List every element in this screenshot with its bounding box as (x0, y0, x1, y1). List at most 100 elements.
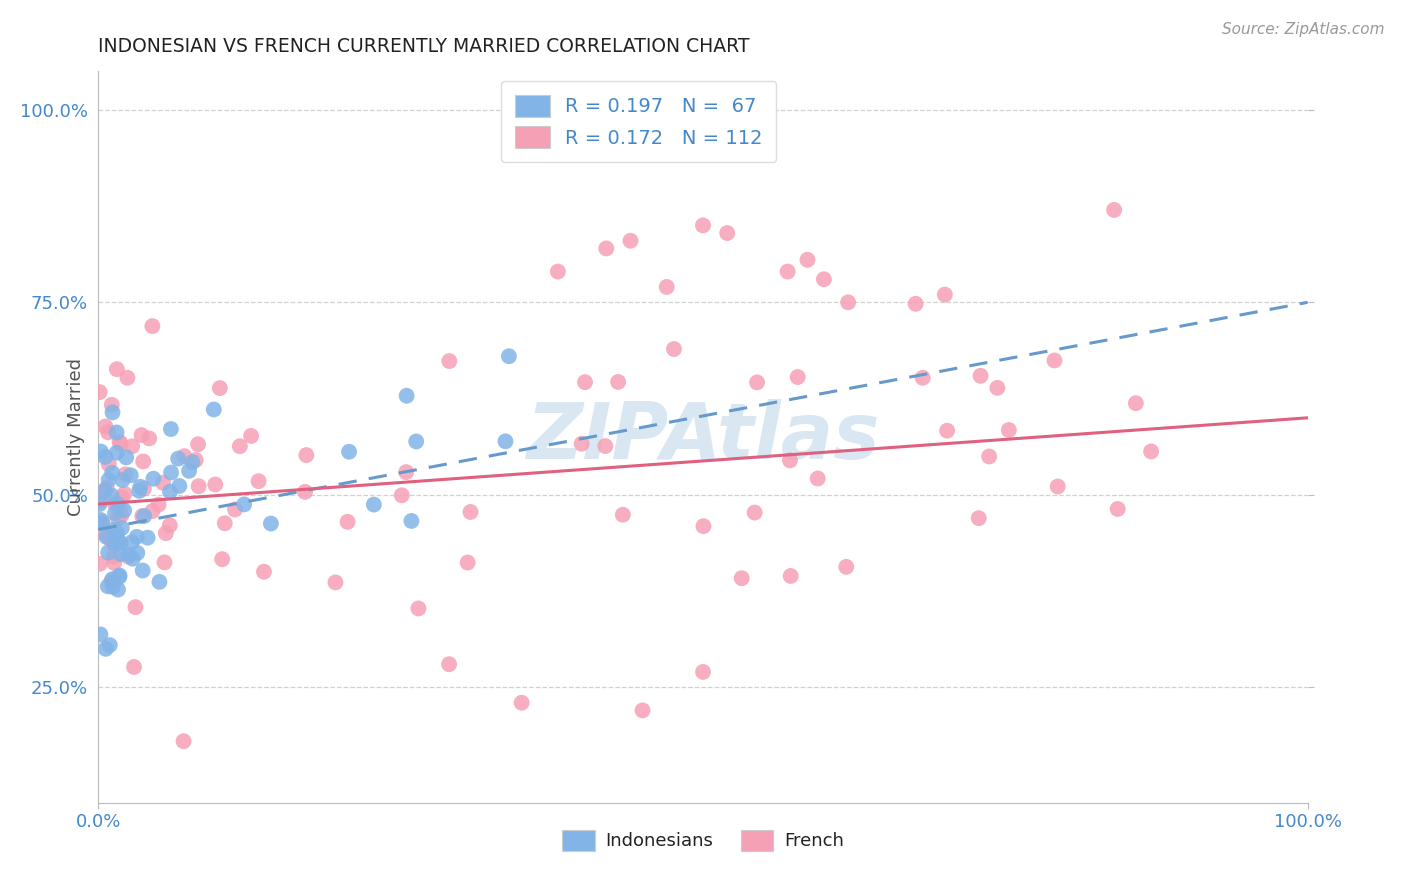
Point (202, 402, 225, 417)
Point (111, 473, 134, 487)
Point (716, 226, 738, 240)
Point (211, 552, 233, 566)
Point (363, 498, 385, 512)
Point (108, 501, 131, 516)
Point (128, 483, 150, 498)
Point (779, 569, 801, 583)
Point (460, 505, 482, 519)
Point (120, 468, 142, 483)
Y-axis label: Currently Married: Currently Married (66, 358, 84, 516)
Point (692, 219, 714, 233)
Point (96, 530, 118, 544)
Point (177, 464, 200, 478)
Point (141, 504, 163, 518)
Point (1046, 479, 1069, 493)
Point (117, 371, 139, 385)
Point (108, 434, 131, 449)
Point (103, 574, 125, 588)
Point (571, 436, 593, 450)
Point (105, 446, 128, 460)
Point (408, 601, 430, 615)
Point (110, 536, 132, 550)
Point (692, 665, 714, 679)
Point (173, 734, 195, 748)
Point (94, 419, 117, 434)
Point (136, 531, 159, 545)
Point (101, 398, 124, 412)
Point (134, 508, 156, 523)
Point (986, 381, 1008, 395)
Point (574, 375, 596, 389)
Point (160, 466, 183, 480)
Point (111, 521, 134, 535)
Point (187, 479, 209, 493)
Point (98, 638, 121, 652)
Point (153, 555, 176, 569)
Point (779, 453, 801, 467)
Point (142, 472, 165, 486)
Point (240, 429, 263, 443)
Text: Source: ZipAtlas.com: Source: ZipAtlas.com (1222, 22, 1385, 37)
Point (89, 497, 111, 511)
Point (208, 381, 231, 395)
Point (160, 422, 183, 436)
Point (96, 481, 118, 495)
Point (110, 547, 132, 561)
Point (110, 508, 132, 523)
Point (90, 444, 112, 458)
Point (89, 494, 111, 508)
Point (692, 519, 714, 533)
Point (108, 568, 131, 582)
Point (229, 439, 252, 453)
Point (744, 506, 766, 520)
Point (104, 536, 127, 550)
Point (90, 513, 112, 527)
Point (91, 515, 114, 529)
Point (138, 432, 160, 446)
Point (619, 234, 641, 248)
Point (260, 516, 283, 531)
Point (233, 497, 256, 511)
Point (159, 518, 181, 533)
Point (104, 523, 127, 537)
Point (934, 287, 956, 301)
Point (336, 515, 359, 529)
Point (107, 582, 129, 597)
Point (936, 424, 959, 438)
Point (94, 450, 117, 464)
Point (105, 362, 128, 376)
Point (108, 570, 131, 584)
Point (91, 516, 114, 531)
Point (595, 242, 617, 256)
Point (115, 450, 138, 465)
Point (495, 434, 517, 449)
Point (117, 549, 139, 564)
Point (607, 375, 630, 389)
Point (93, 483, 115, 498)
Point (101, 572, 124, 586)
Point (100, 488, 122, 502)
Point (127, 546, 149, 560)
Point (93, 526, 115, 541)
Point (745, 376, 768, 390)
Point (141, 319, 163, 334)
Point (184, 453, 207, 467)
Point (1043, 353, 1066, 368)
Point (118, 548, 141, 562)
Point (107, 511, 129, 525)
Point (94, 641, 117, 656)
Point (103, 549, 125, 564)
Point (110, 437, 132, 451)
Point (1107, 502, 1129, 516)
Point (813, 272, 835, 286)
Point (129, 480, 152, 494)
Point (131, 428, 153, 442)
Point (159, 484, 181, 499)
Point (595, 439, 617, 453)
Point (101, 405, 124, 419)
Point (631, 703, 654, 717)
Point (904, 297, 927, 311)
Point (104, 529, 127, 543)
Point (103, 537, 125, 551)
Point (89, 627, 111, 641)
